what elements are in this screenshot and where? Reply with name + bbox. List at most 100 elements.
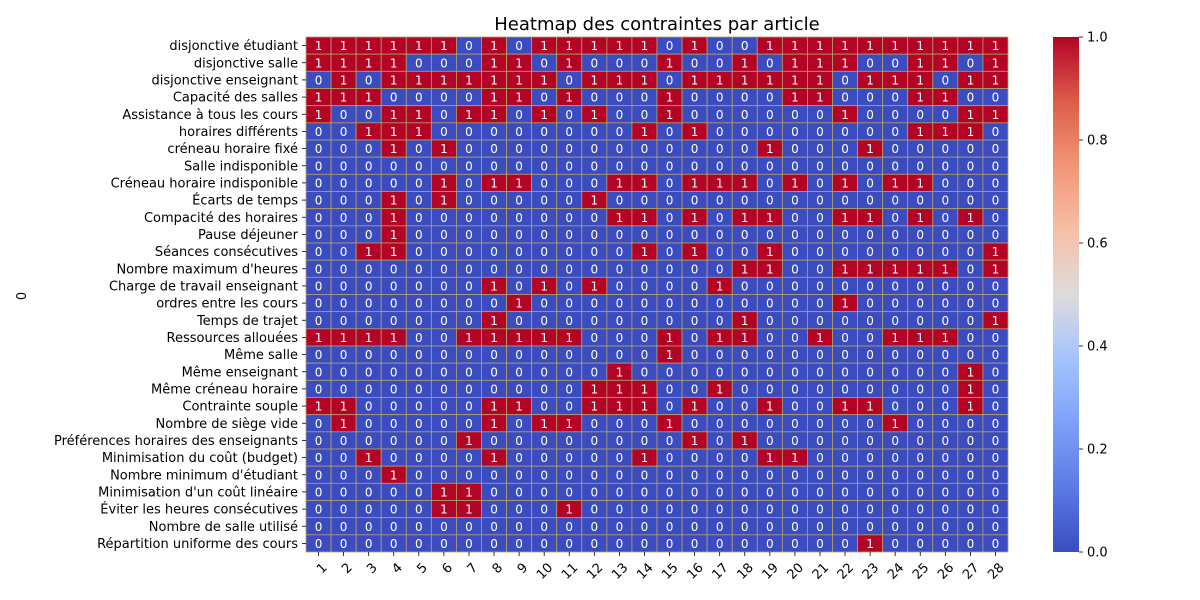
cell-value-label: 0 xyxy=(591,91,599,105)
cell-value-label: 1 xyxy=(916,91,924,105)
cell-value-label: 0 xyxy=(315,297,323,311)
cell-value-label: 0 xyxy=(490,211,498,225)
cell-value-label: 1 xyxy=(415,125,423,139)
cell-value-label: 0 xyxy=(666,125,674,139)
cell-value-label: 0 xyxy=(716,142,724,156)
cell-value-label: 0 xyxy=(340,211,348,225)
cell-value-label: 1 xyxy=(641,382,649,396)
cell-value-label: 1 xyxy=(465,434,473,448)
cell-value-label: 0 xyxy=(365,485,373,499)
cell-value-label: 1 xyxy=(540,331,548,345)
cell-value-label: 1 xyxy=(440,73,448,87)
cell-value-label: 1 xyxy=(766,400,774,414)
colorbar-tick-label: 0.8 xyxy=(1087,134,1108,149)
row-label: Même salle xyxy=(224,348,298,363)
cell-value-label: 0 xyxy=(490,245,498,259)
cell-value-label: 0 xyxy=(565,382,573,396)
cell-value-label: 1 xyxy=(967,400,975,414)
cell-value-label: 1 xyxy=(791,176,799,190)
cell-value-label: 0 xyxy=(340,125,348,139)
cell-value-label: 0 xyxy=(816,228,824,242)
cell-value-label: 0 xyxy=(866,314,874,328)
cell-value-label: 0 xyxy=(891,382,899,396)
cell-value-label: 0 xyxy=(465,279,473,293)
cell-value-label: 0 xyxy=(515,485,523,499)
cell-value-label: 1 xyxy=(691,73,699,87)
cell-value-label: 0 xyxy=(465,314,473,328)
cell-value-label: 1 xyxy=(791,451,799,465)
cell-value-label: 0 xyxy=(666,365,674,379)
cell-value-label: 0 xyxy=(465,39,473,53)
cell-value-label: 0 xyxy=(816,314,824,328)
cell-value-label: 0 xyxy=(365,434,373,448)
row-label: Assistance à tous les cours xyxy=(122,108,298,123)
cell-value-label: 0 xyxy=(741,228,749,242)
cell-value-label: 1 xyxy=(515,331,523,345)
cell-value-label: 0 xyxy=(766,331,774,345)
cell-value-label: 1 xyxy=(465,503,473,517)
cell-value-label: 0 xyxy=(891,468,899,482)
cell-value-label: 1 xyxy=(440,142,448,156)
cell-value-label: 0 xyxy=(365,211,373,225)
cell-value-label: 1 xyxy=(315,331,323,345)
cell-value-label: 1 xyxy=(716,382,724,396)
cell-value-label: 0 xyxy=(490,142,498,156)
cell-value-label: 0 xyxy=(540,297,548,311)
cell-value-label: 0 xyxy=(942,520,950,534)
cell-value-label: 0 xyxy=(741,468,749,482)
column-label: 22 xyxy=(835,560,857,582)
cell-value-label: 0 xyxy=(365,417,373,431)
cell-value-label: 0 xyxy=(816,211,824,225)
cell-value-label: 0 xyxy=(315,503,323,517)
cell-value-label: 0 xyxy=(967,262,975,276)
cell-value-label: 0 xyxy=(540,176,548,190)
cell-value-label: 0 xyxy=(315,125,323,139)
cell-value-label: 0 xyxy=(440,537,448,551)
cell-value-label: 0 xyxy=(390,434,398,448)
cell-value-label: 0 xyxy=(691,194,699,208)
cell-value-label: 0 xyxy=(766,297,774,311)
cell-value-label: 0 xyxy=(616,297,624,311)
cell-value-label: 0 xyxy=(916,297,924,311)
cell-value-label: 0 xyxy=(891,348,899,362)
cell-value-label: 0 xyxy=(340,434,348,448)
cell-value-label: 0 xyxy=(942,468,950,482)
row-label: Répartition uniforme des cours xyxy=(97,537,298,552)
cell-value-label: 0 xyxy=(390,279,398,293)
cell-value-label: 0 xyxy=(315,417,323,431)
row-label: disjonctive salle xyxy=(194,56,298,71)
cell-value-label: 0 xyxy=(942,485,950,499)
cell-value-label: 0 xyxy=(540,159,548,173)
row-label: créneau horaire fixé xyxy=(167,142,298,157)
cell-value-label: 0 xyxy=(766,56,774,70)
cell-value-label: 1 xyxy=(490,400,498,414)
cell-value-label: 0 xyxy=(816,451,824,465)
cell-value-label: 0 xyxy=(967,331,975,345)
cell-value-label: 0 xyxy=(515,314,523,328)
cell-value-label: 0 xyxy=(791,331,799,345)
cell-value-label: 0 xyxy=(841,417,849,431)
cell-value-label: 0 xyxy=(916,194,924,208)
cell-value-label: 0 xyxy=(716,537,724,551)
cell-value-label: 0 xyxy=(415,400,423,414)
cell-value-label: 0 xyxy=(440,279,448,293)
cell-value-label: 0 xyxy=(691,159,699,173)
cell-value-label: 1 xyxy=(616,39,624,53)
cell-value-label: 0 xyxy=(691,485,699,499)
row-label: Pause déjeuner xyxy=(198,228,299,243)
cell-value-label: 0 xyxy=(992,365,1000,379)
cell-value-label: 0 xyxy=(942,434,950,448)
cell-value-label: 0 xyxy=(916,503,924,517)
cell-value-label: 0 xyxy=(515,468,523,482)
cell-value-label: 0 xyxy=(841,331,849,345)
cell-value-label: 0 xyxy=(816,279,824,293)
cell-value-label: 0 xyxy=(390,297,398,311)
cell-value-label: 0 xyxy=(616,485,624,499)
cell-value-label: 0 xyxy=(791,348,799,362)
cell-value-label: 0 xyxy=(841,314,849,328)
cell-value-label: 0 xyxy=(315,451,323,465)
cell-value-label: 0 xyxy=(465,297,473,311)
cell-value-label: 0 xyxy=(891,434,899,448)
cell-value-label: 0 xyxy=(992,451,1000,465)
cell-value-label: 0 xyxy=(365,468,373,482)
